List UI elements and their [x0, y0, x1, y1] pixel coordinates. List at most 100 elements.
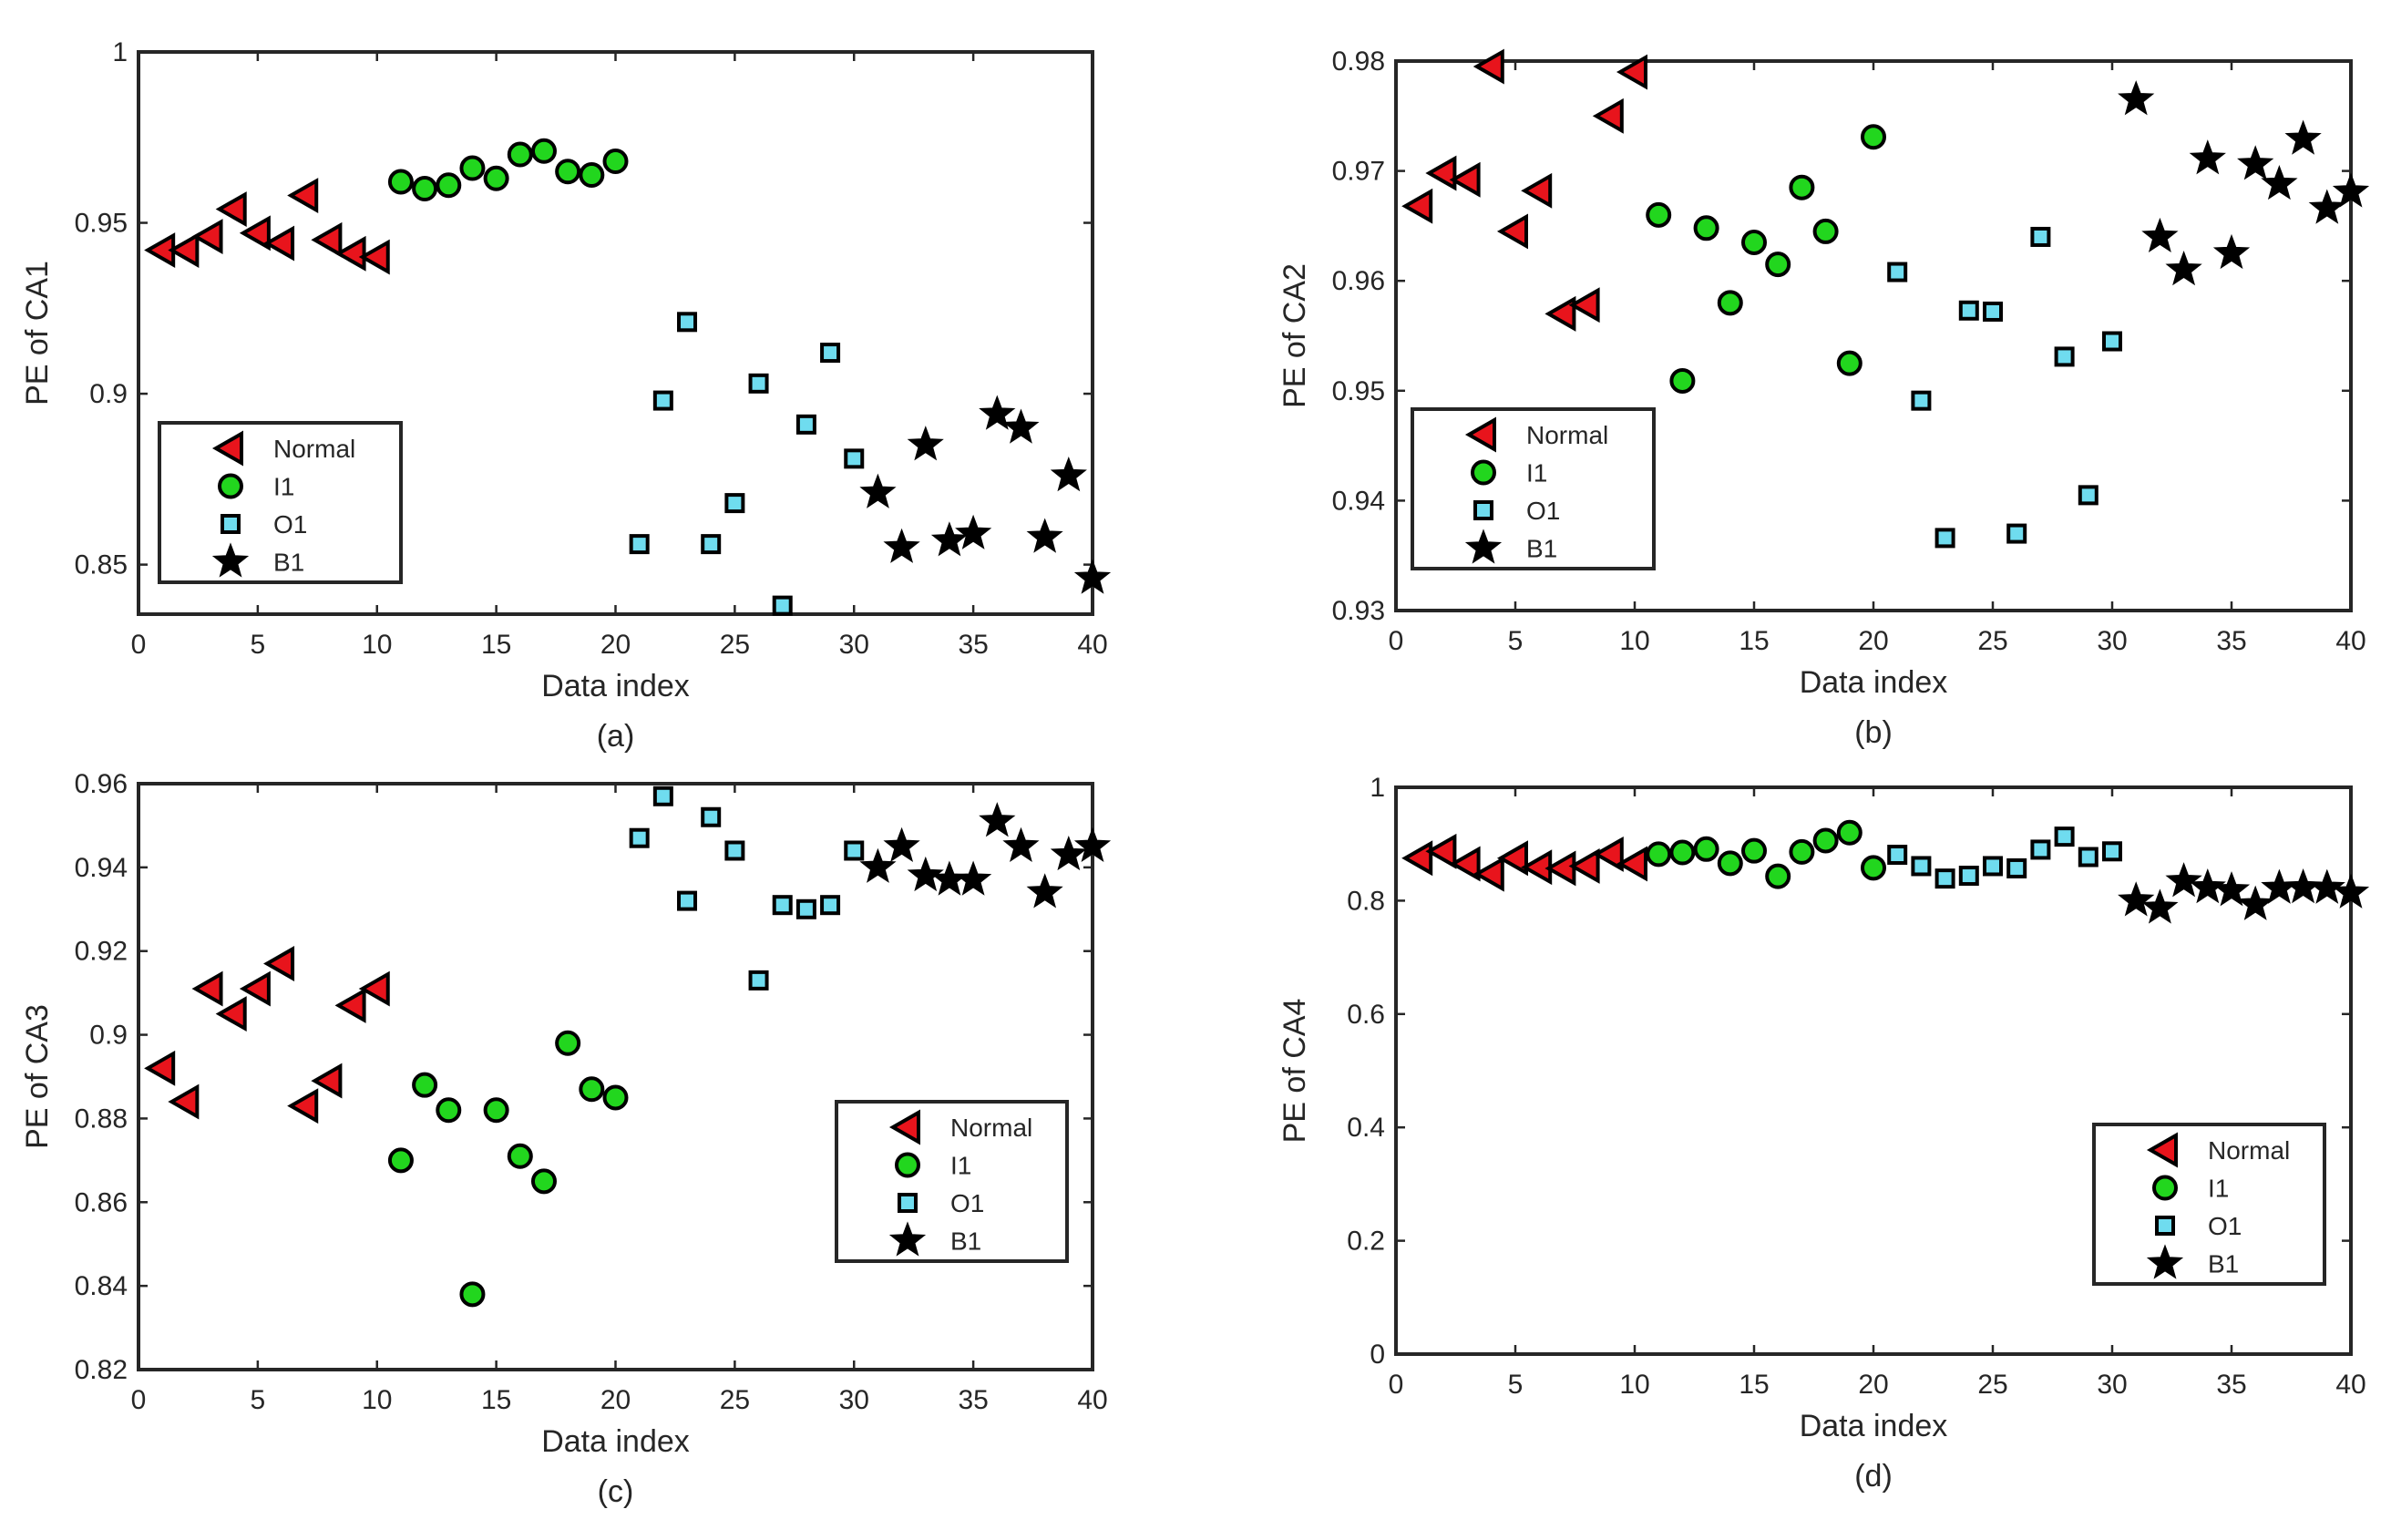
y-tick-label: 0.84	[75, 1271, 128, 1301]
data-point-b1	[2165, 862, 2202, 898]
data-point-normal	[334, 235, 366, 272]
data-point-b1	[2261, 868, 2298, 904]
data-point-i1	[1669, 367, 1696, 394]
data-point-b1	[2332, 172, 2370, 208]
x-tick-label: 30	[2097, 1370, 2127, 1400]
data-point-normal	[1568, 848, 1600, 884]
legend-label-b1: B1	[950, 1227, 981, 1256]
x-tick-label: 25	[1977, 1370, 2007, 1400]
y-tick-label: 0.92	[75, 937, 128, 967]
y-axis-label: PE of CA1	[20, 261, 55, 406]
data-point-normal	[1592, 836, 1624, 872]
legend-label-o1: O1	[273, 510, 307, 539]
data-point-b1	[907, 426, 944, 461]
data-point-normal	[1401, 188, 1433, 224]
panel-caption: (c)	[598, 1474, 634, 1509]
data-point-i1	[1861, 124, 1886, 150]
data-point-normal	[287, 1088, 319, 1124]
y-tick-label: 0.9	[89, 379, 128, 409]
x-tick-label: 30	[2097, 626, 2127, 656]
y-tick-label: 0.95	[75, 209, 128, 239]
x-tick-label: 35	[2216, 626, 2246, 656]
x-tick-label: 0	[131, 630, 147, 660]
data-point-o1	[652, 390, 673, 411]
data-point-o1	[677, 312, 698, 333]
legend-label-b1: B1	[2208, 1250, 2239, 1278]
chart-panel-2: 0 5 10 15 20 25 30 35 40 0.93 0.94 0.95 0.96 0.97 0.98…	[1278, 46, 2370, 750]
y-tick-label: 0.98	[1332, 46, 1385, 77]
legend: Normal I1 O1 B1	[158, 421, 403, 584]
x-axis-label: Data index	[1800, 665, 1948, 700]
series-o1	[1887, 226, 2122, 549]
legend: Normal I1 O1 B1	[2092, 1123, 2326, 1286]
data-point-b1	[2308, 189, 2345, 224]
legend-box	[835, 1100, 1069, 1263]
data-point-i1	[459, 155, 486, 181]
data-point-i1	[1789, 838, 1815, 865]
chart-panel-3: 0 5 10 15 20 25 30 35 40 0.82 0.84 0.86 0.88 0.9 0.92 0…	[20, 769, 1112, 1509]
x-tick-label: 15	[1739, 626, 1769, 656]
legend-label-normal: Normal	[273, 435, 355, 463]
series-normal	[1401, 833, 1647, 892]
data-point-o1	[844, 840, 865, 861]
data-point-b1	[1073, 559, 1112, 594]
data-point-i1	[1693, 215, 1719, 241]
y-tick-label: 0.88	[75, 1104, 128, 1134]
data-point-b1	[2332, 873, 2370, 909]
series-b1	[2118, 80, 2370, 286]
legend-marker-b1	[211, 542, 250, 578]
data-point-o1	[1958, 866, 1979, 887]
x-tick-label: 30	[839, 630, 869, 660]
data-point-o1	[2102, 331, 2122, 352]
data-point-o1	[629, 827, 650, 848]
data-point-b1	[955, 860, 992, 896]
data-point-b1	[2261, 164, 2298, 200]
data-point-normal	[334, 987, 366, 1023]
data-point-i1	[1812, 218, 1839, 244]
data-point-i1	[579, 162, 605, 189]
series-b1	[859, 802, 1112, 909]
data-point-o1	[844, 448, 865, 469]
data-point-b1	[859, 847, 897, 883]
data-point-o1	[772, 895, 793, 916]
data-point-normal	[263, 946, 295, 981]
x-tick-label: 30	[839, 1385, 869, 1415]
legend-marker-o1	[898, 1193, 918, 1213]
y-tick-label: 0.6	[1347, 1000, 1385, 1030]
data-point-normal	[1592, 98, 1624, 134]
data-point-o1	[1911, 390, 1932, 411]
data-point-normal	[263, 225, 295, 262]
data-point-b1	[979, 395, 1016, 430]
data-point-normal	[1473, 856, 1504, 892]
x-tick-label: 15	[481, 1385, 511, 1415]
x-tick-label: 5	[251, 1385, 266, 1415]
chart-panel-1: 0 5 10 15 20 25 30 35 40 0.85 0.9 0.95 1 Data index PE…	[20, 37, 1112, 754]
y-tick-label: 1	[1370, 773, 1385, 803]
data-point-o1	[652, 785, 673, 806]
legend-marker-i1	[1471, 459, 1496, 486]
series-b1	[859, 395, 1112, 594]
x-tick-label: 35	[958, 1385, 988, 1415]
data-point-o1	[2078, 485, 2099, 506]
data-point-normal	[1496, 840, 1528, 877]
data-point-b1	[1050, 456, 1087, 492]
x-tick-label: 25	[1977, 626, 2007, 656]
data-point-o1	[1887, 845, 1908, 866]
data-point-o1	[1983, 856, 2003, 877]
data-point-i1	[412, 1072, 438, 1098]
x-tick-label: 15	[481, 630, 511, 660]
data-point-b1	[1073, 826, 1112, 863]
data-point-o1	[1887, 262, 1908, 282]
x-tick-label: 0	[1389, 1370, 1404, 1400]
data-point-b1	[1050, 835, 1087, 871]
data-point-normal	[287, 178, 319, 213]
data-point-normal	[1521, 849, 1553, 886]
data-point-i1	[1717, 290, 1743, 316]
series-normal	[144, 946, 390, 1124]
data-point-b1	[1002, 408, 1040, 444]
y-tick-label: 0.82	[75, 1355, 128, 1385]
legend-label-i1: I1	[950, 1152, 971, 1180]
series-i1	[1646, 124, 1886, 394]
data-point-o1	[2006, 857, 2027, 878]
legend-marker-b1	[888, 1221, 927, 1257]
